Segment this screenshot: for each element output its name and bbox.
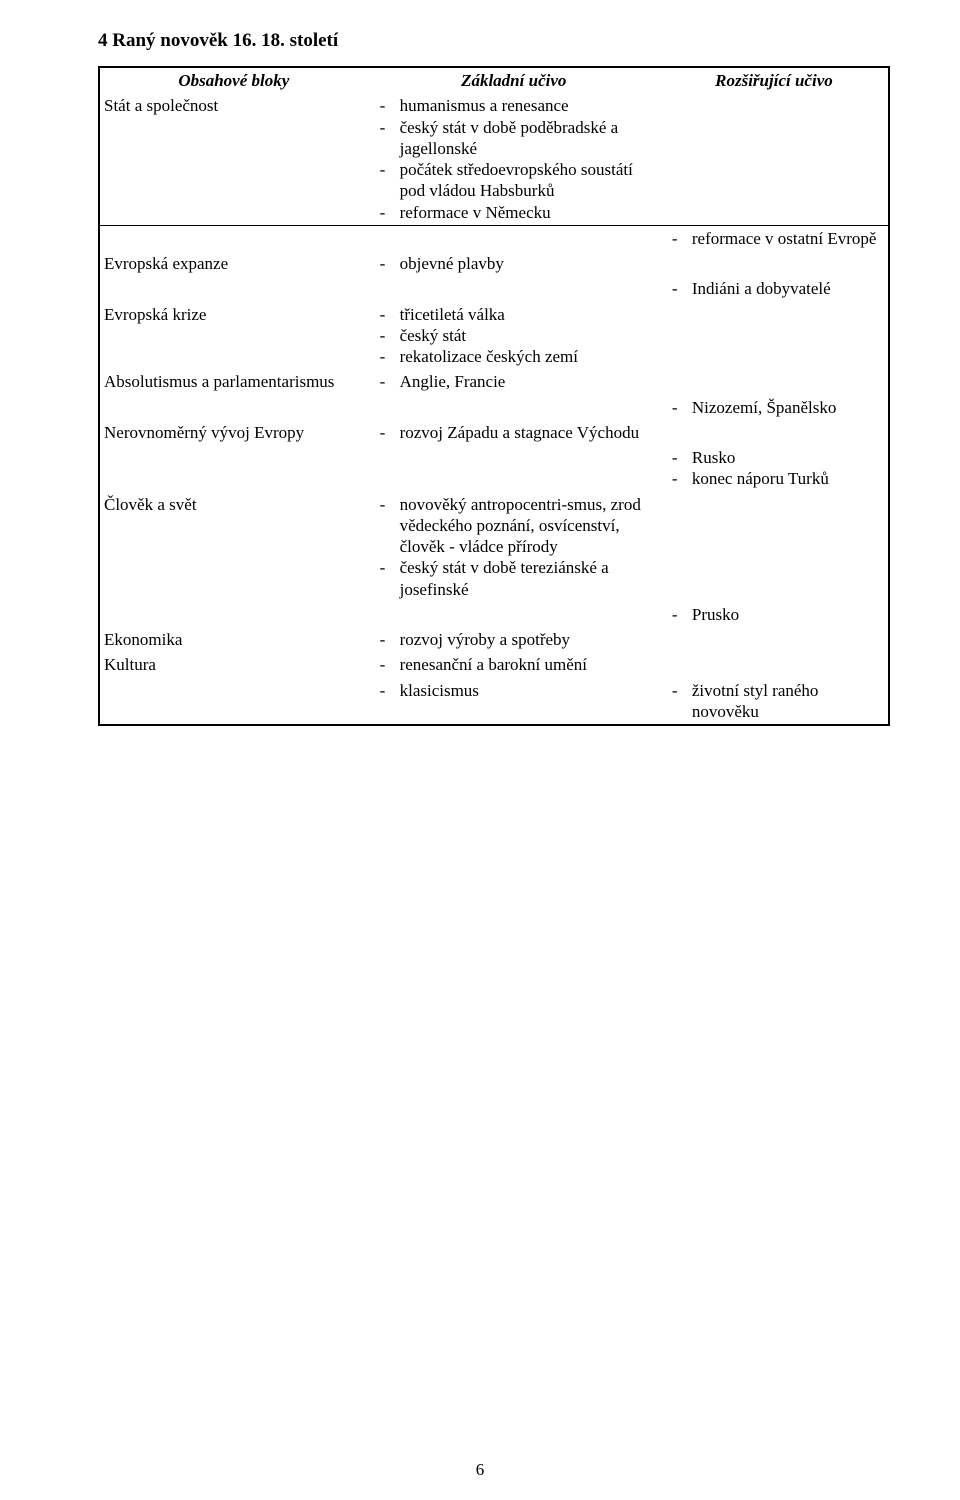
list-item: český stát v době poděbradské a jagellon… xyxy=(372,117,656,160)
row-topic: Ekonomika xyxy=(99,627,368,652)
page-number: 6 xyxy=(0,1460,960,1480)
row-extended xyxy=(660,420,889,445)
table-row: Prusko xyxy=(99,602,889,627)
row-core: třicetiletá válkačeský státrekatolizace … xyxy=(368,302,660,370)
col-header-1: Obsahové bloky xyxy=(99,67,368,93)
list-item: rozvoj Západu a stagnace Východu xyxy=(372,422,656,443)
row-core: rozvoj výroby a spotřeby xyxy=(368,627,660,652)
list-item: počátek středoevropského soustátí pod vl… xyxy=(372,159,656,202)
list-item: český stát xyxy=(372,325,656,346)
curriculum-table: Obsahové bloky Základní učivo Rozšiřujíc… xyxy=(98,66,890,726)
table-row: Evropská krizetřicetiletá válkačeský stá… xyxy=(99,302,889,370)
list-item: Prusko xyxy=(664,604,884,625)
row-core xyxy=(368,276,660,301)
list-item: Nizozemí, Španělsko xyxy=(664,397,884,418)
list-item: reformace v Německu xyxy=(372,202,656,223)
page: 4 Raný novověk 16. 18. století Obsahové … xyxy=(0,0,960,1500)
row-core: Anglie, Francie xyxy=(368,369,660,394)
row-topic: Stát a společnost xyxy=(99,93,368,225)
row-extended: Ruskokonec náporu Turků xyxy=(660,445,889,492)
row-topic xyxy=(99,225,368,251)
row-core xyxy=(368,225,660,251)
row-topic: Absolutismus a parlamentarismus xyxy=(99,369,368,394)
row-extended: reformace v ostatní Evropě xyxy=(660,225,889,251)
list-item: Indiáni a dobyvatelé xyxy=(664,278,884,299)
table-row: klasicismus životní styl raného novověku xyxy=(99,678,889,726)
list-item: životní styl raného novověku xyxy=(664,680,884,723)
row-topic xyxy=(99,602,368,627)
row-core: novověký antropocentri-smus, zrod vědeck… xyxy=(368,492,660,602)
row-core: renesanční a barokní umění xyxy=(368,652,660,677)
table-row: Evropská expanzeobjevné plavby xyxy=(99,251,889,276)
row-topic xyxy=(99,678,368,726)
row-extended xyxy=(660,251,889,276)
row-topic: Nerovnoměrný vývoj Evropy xyxy=(99,420,368,445)
row-topic: Evropská expanze xyxy=(99,251,368,276)
row-extended: životní styl raného novověku xyxy=(660,678,889,726)
row-topic: Kultura xyxy=(99,652,368,677)
table-row: Ekonomikarozvoj výroby a spotřeby xyxy=(99,627,889,652)
row-core xyxy=(368,602,660,627)
table-row: Absolutismus a parlamentarismusAnglie, F… xyxy=(99,369,889,394)
row-extended xyxy=(660,652,889,677)
list-item: rozvoj výroby a spotřeby xyxy=(372,629,656,650)
row-topic: Člověk a svět xyxy=(99,492,368,602)
row-extended xyxy=(660,93,889,225)
row-extended: Prusko xyxy=(660,602,889,627)
row-extended xyxy=(660,492,889,602)
list-item: klasicismus xyxy=(372,680,656,701)
col-header-3: Rozšiřující učivo xyxy=(660,67,889,93)
table-row: Ruskokonec náporu Turků xyxy=(99,445,889,492)
list-item: reformace v ostatní Evropě xyxy=(664,228,884,249)
row-extended xyxy=(660,302,889,370)
table-row: Nerovnoměrný vývoj Evropyrozvoj Západu a… xyxy=(99,420,889,445)
table-row: Člověk a světnovověký antropocentri-smus… xyxy=(99,492,889,602)
list-item: renesanční a barokní umění xyxy=(372,654,656,675)
list-item: český stát v době tereziánské a josefins… xyxy=(372,557,656,600)
row-core: klasicismus xyxy=(368,678,660,726)
table-row: Kulturarenesanční a barokní umění xyxy=(99,652,889,677)
col-header-2: Základní učivo xyxy=(368,67,660,93)
table-row: Indiáni a dobyvatelé xyxy=(99,276,889,301)
list-item: objevné plavby xyxy=(372,253,656,274)
row-topic: Evropská krize xyxy=(99,302,368,370)
list-item: konec náporu Turků xyxy=(664,468,884,489)
row-extended xyxy=(660,369,889,394)
table-row: Stát a společnosthumanismus a renesanceč… xyxy=(99,93,889,225)
row-core: objevné plavby xyxy=(368,251,660,276)
section-heading: 4 Raný novověk 16. 18. století xyxy=(98,30,890,52)
table-row: Nizozemí, Španělsko xyxy=(99,395,889,420)
row-core: rozvoj Západu a stagnace Východu xyxy=(368,420,660,445)
row-topic xyxy=(99,445,368,492)
row-core xyxy=(368,395,660,420)
row-topic xyxy=(99,276,368,301)
list-item: humanismus a renesance xyxy=(372,95,656,116)
list-item: Rusko xyxy=(664,447,884,468)
table-row: reformace v ostatní Evropě xyxy=(99,225,889,251)
row-core: humanismus a renesancečeský stát v době … xyxy=(368,93,660,225)
list-item: rekatolizace českých zemí xyxy=(372,346,656,367)
list-item: Anglie, Francie xyxy=(372,371,656,392)
row-extended xyxy=(660,627,889,652)
list-item: novověký antropocentri-smus, zrod vědeck… xyxy=(372,494,656,558)
row-topic xyxy=(99,395,368,420)
row-core xyxy=(368,445,660,492)
row-extended: Indiáni a dobyvatelé xyxy=(660,276,889,301)
list-item: třicetiletá válka xyxy=(372,304,656,325)
row-extended: Nizozemí, Španělsko xyxy=(660,395,889,420)
